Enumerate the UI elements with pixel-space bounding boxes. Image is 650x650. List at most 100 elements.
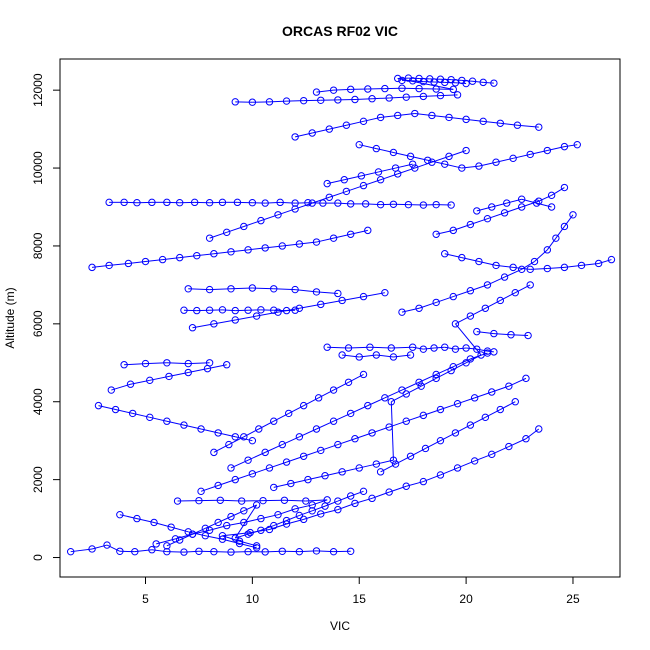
series-segment	[395, 455, 411, 465]
data-point	[163, 547, 171, 556]
data-point	[355, 464, 363, 472]
series-segment	[337, 202, 351, 205]
data-point	[280, 496, 289, 504]
data-point	[415, 378, 423, 386]
data-point	[381, 84, 389, 93]
data-point	[291, 306, 299, 314]
series-segment	[472, 80, 484, 83]
data-point	[351, 95, 359, 104]
data-point	[270, 417, 278, 425]
series-segment	[333, 88, 351, 91]
data-point	[376, 468, 385, 476]
data-point	[252, 542, 261, 550]
data-point	[530, 257, 539, 266]
data-point	[223, 228, 231, 237]
data-point	[282, 306, 291, 315]
data-point	[473, 327, 481, 336]
series-segment	[372, 97, 390, 100]
series-segment	[412, 346, 424, 350]
data-point	[419, 345, 428, 353]
series-segment	[303, 397, 319, 407]
series-segment	[243, 428, 260, 438]
data-point	[308, 129, 316, 137]
data-point	[252, 544, 261, 552]
data-point	[547, 203, 556, 211]
data-point	[364, 85, 372, 93]
y-axis: 0 2000 4000 6000 8000 10000 12000	[31, 73, 60, 561]
data-point	[411, 164, 419, 172]
data-point	[415, 304, 423, 312]
data-point	[126, 380, 135, 388]
data-point	[334, 289, 342, 298]
data-point	[522, 374, 530, 383]
data-point	[355, 353, 363, 361]
data-point	[334, 199, 342, 207]
data-point	[216, 496, 225, 504]
data-point	[376, 176, 385, 184]
data-point	[441, 78, 449, 87]
data-point	[270, 306, 278, 314]
data-point	[180, 548, 188, 556]
data-point	[259, 496, 267, 505]
data-point	[340, 176, 348, 184]
data-point	[432, 230, 440, 238]
data-point	[423, 156, 432, 164]
data-point	[451, 320, 460, 328]
data-point	[342, 121, 351, 129]
data-point	[218, 198, 227, 207]
x-tick-label: 5	[142, 592, 149, 606]
data-point	[116, 510, 124, 519]
data-point	[323, 343, 331, 351]
data-point	[246, 528, 254, 537]
data-point	[248, 199, 257, 207]
data-point	[195, 547, 203, 555]
data-point	[314, 394, 323, 402]
data-point	[468, 77, 477, 85]
data-point	[338, 296, 346, 305]
data-point	[201, 532, 210, 540]
data-point	[361, 200, 370, 208]
data-point	[214, 481, 222, 490]
y-tick-label: 12000	[31, 73, 45, 107]
data-point	[466, 355, 475, 363]
data-point	[180, 421, 188, 429]
series-segment	[546, 237, 557, 251]
data-point	[346, 200, 355, 208]
data-point	[447, 366, 455, 375]
data-point	[470, 394, 479, 402]
data-point	[569, 211, 577, 219]
data-point	[359, 370, 368, 379]
data-point	[158, 255, 167, 264]
data-point	[483, 281, 492, 289]
data-point	[419, 77, 428, 86]
data-point	[299, 515, 308, 524]
data-point	[436, 91, 445, 100]
data-point	[466, 220, 475, 229]
data-point	[295, 433, 304, 441]
data-point	[231, 534, 239, 542]
data-point	[466, 312, 475, 320]
data-point	[175, 536, 184, 544]
data-point	[359, 292, 368, 301]
data-point	[141, 257, 150, 266]
data-point	[389, 353, 398, 361]
data-point	[511, 288, 519, 297]
data-point	[359, 181, 368, 190]
data-point	[163, 359, 171, 367]
data-point	[252, 312, 261, 320]
data-point	[374, 168, 383, 176]
data-point	[346, 230, 355, 238]
data-point	[451, 429, 460, 437]
data-point	[317, 96, 325, 104]
data-point	[188, 324, 197, 332]
data-point	[532, 199, 541, 207]
data-point	[165, 372, 173, 381]
data-point	[184, 368, 192, 377]
data-point	[398, 84, 406, 92]
data-point	[415, 84, 423, 93]
series-segment	[521, 261, 535, 270]
data-point	[406, 152, 415, 161]
data-point	[496, 296, 505, 305]
data-point	[304, 199, 312, 207]
data-point	[385, 94, 393, 102]
